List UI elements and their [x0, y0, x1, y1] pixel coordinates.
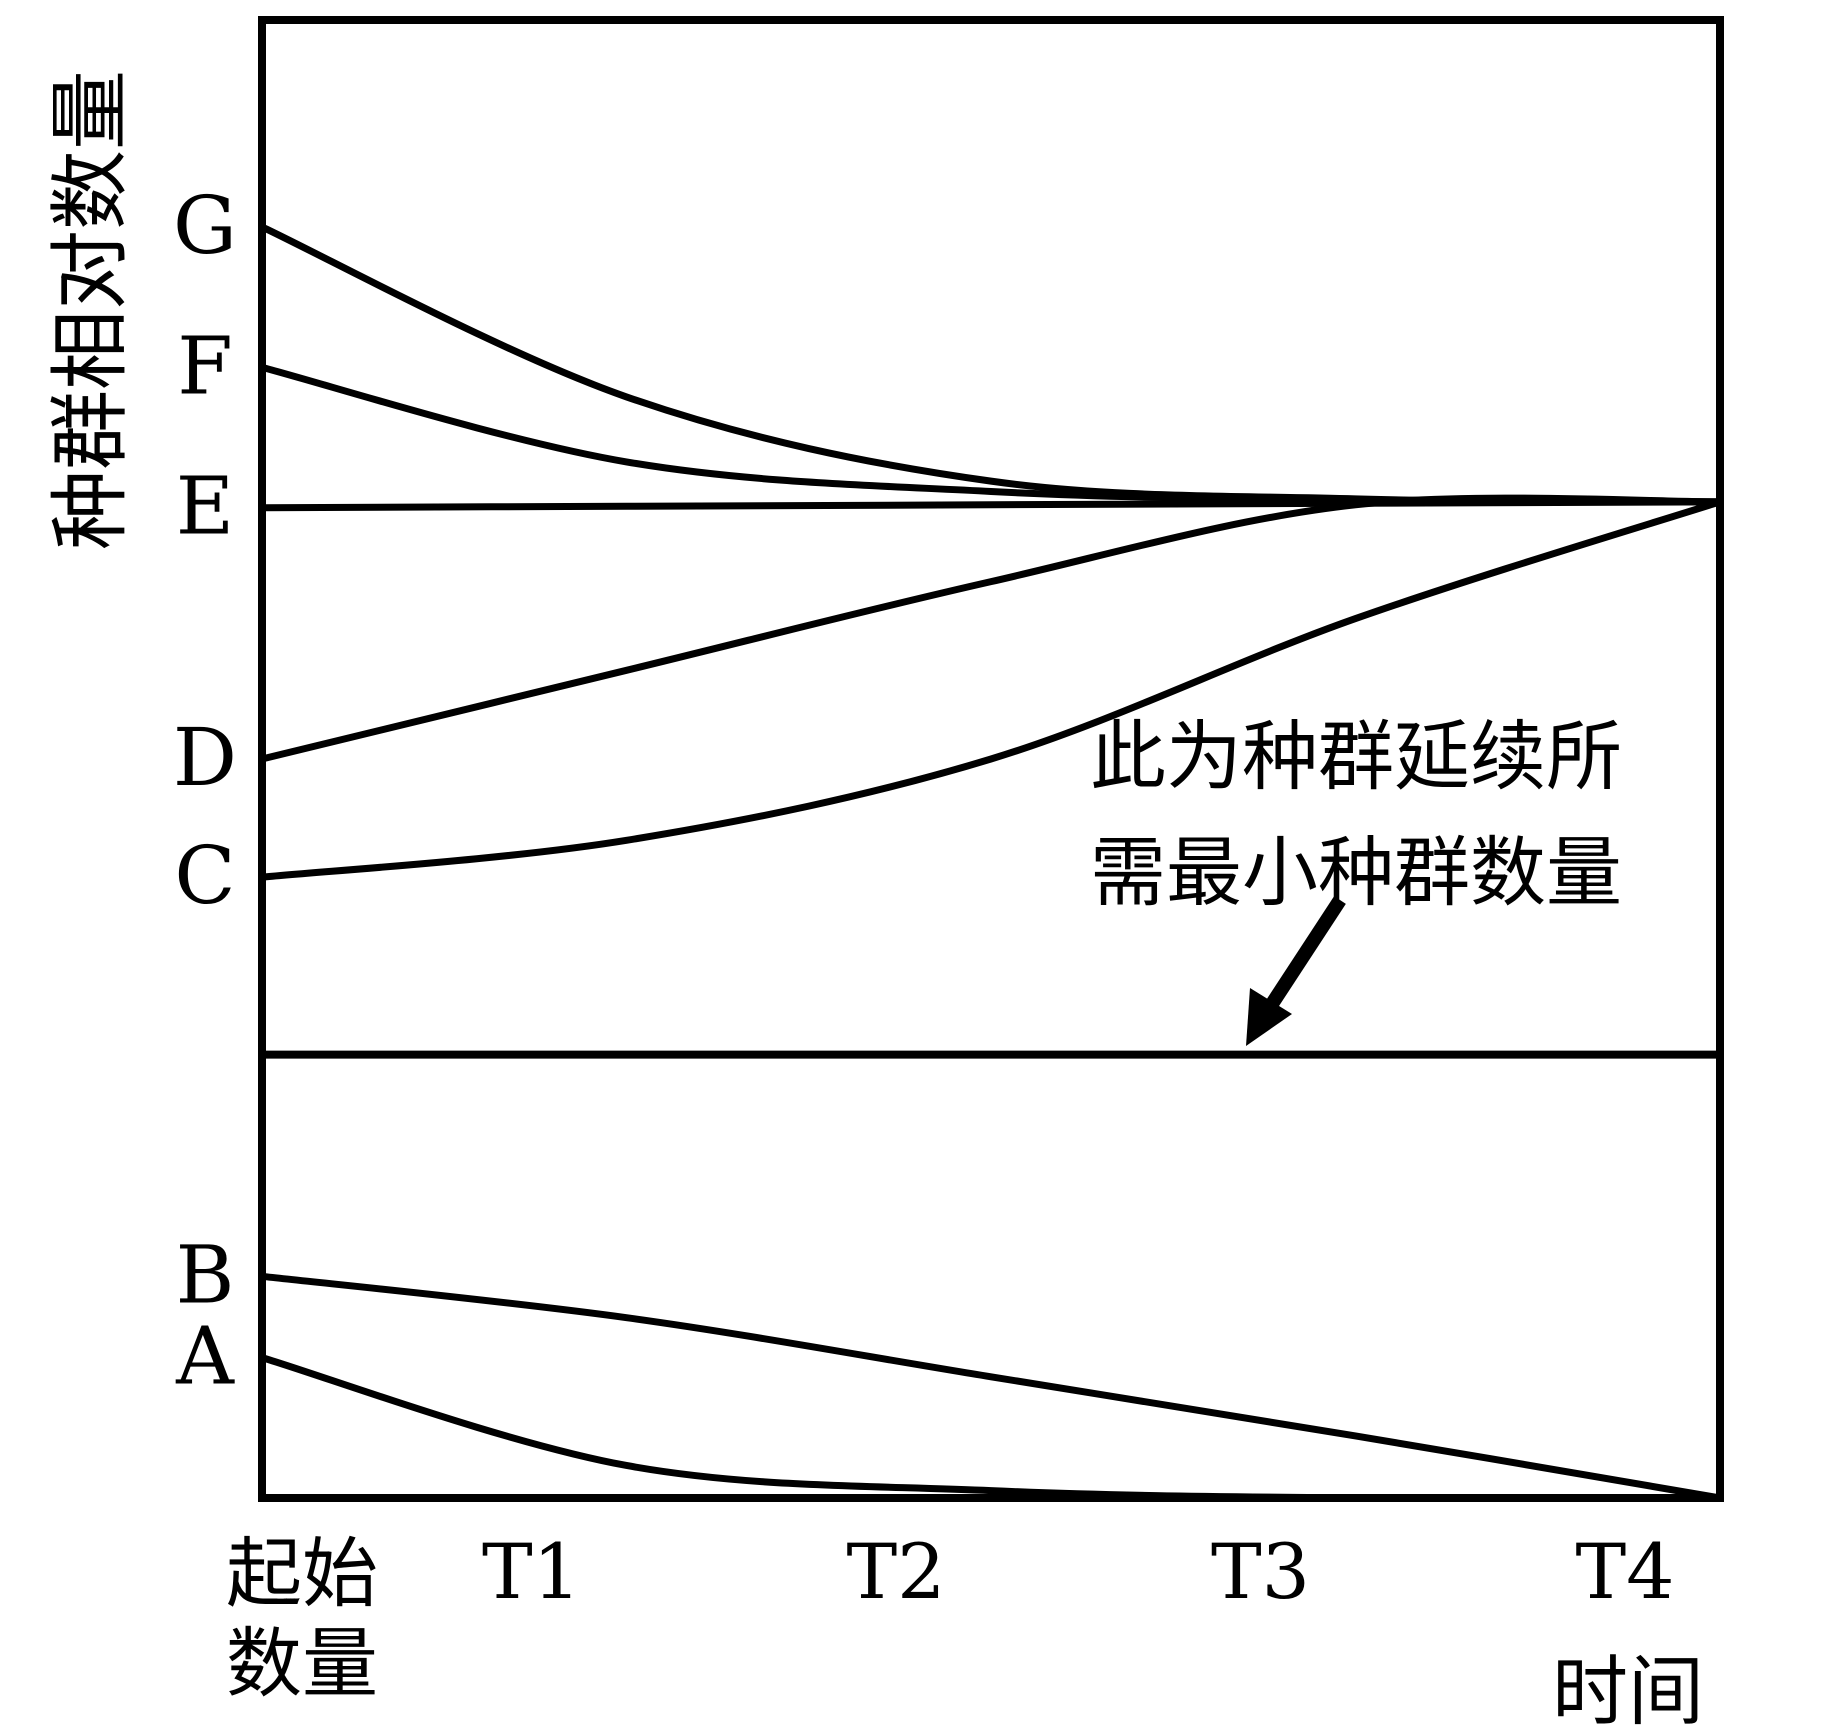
series-label-a: A — [175, 1310, 235, 1403]
threshold-arrow — [1246, 896, 1346, 1046]
x-tick-start-line-2: 数量 — [226, 1619, 378, 1708]
threshold-annotation-line-1: 此为种群延续所 — [1090, 712, 1622, 801]
threshold-annotation-line-2: 需最小种群数量 — [1090, 828, 1622, 917]
series-line-d — [258, 494, 1724, 763]
series-line-e — [258, 498, 1724, 512]
x-tick-label-t1: T1 — [482, 1527, 581, 1616]
series-label-d: D — [173, 711, 237, 804]
series-label-b: B — [176, 1228, 235, 1321]
series-line-c — [258, 498, 1724, 881]
series-label-c: C — [174, 829, 235, 922]
y-axis-label: 种群相对数量 — [44, 70, 137, 550]
series-line-a — [258, 1354, 1724, 1503]
series-label-e: E — [176, 460, 234, 553]
x-axis-label: 时间 — [1552, 1647, 1704, 1731]
x-tick-label-t4: T4 — [1575, 1527, 1674, 1616]
series-line-g — [258, 223, 1724, 506]
series-label-g: G — [173, 179, 237, 272]
x-tick-start-line-1: 起始 — [226, 1529, 378, 1618]
x-tick-label-t2: T2 — [846, 1527, 945, 1616]
series-line-b — [258, 1272, 1724, 1502]
x-tick-label-t3: T3 — [1211, 1527, 1310, 1616]
series-label-f: F — [177, 319, 233, 412]
